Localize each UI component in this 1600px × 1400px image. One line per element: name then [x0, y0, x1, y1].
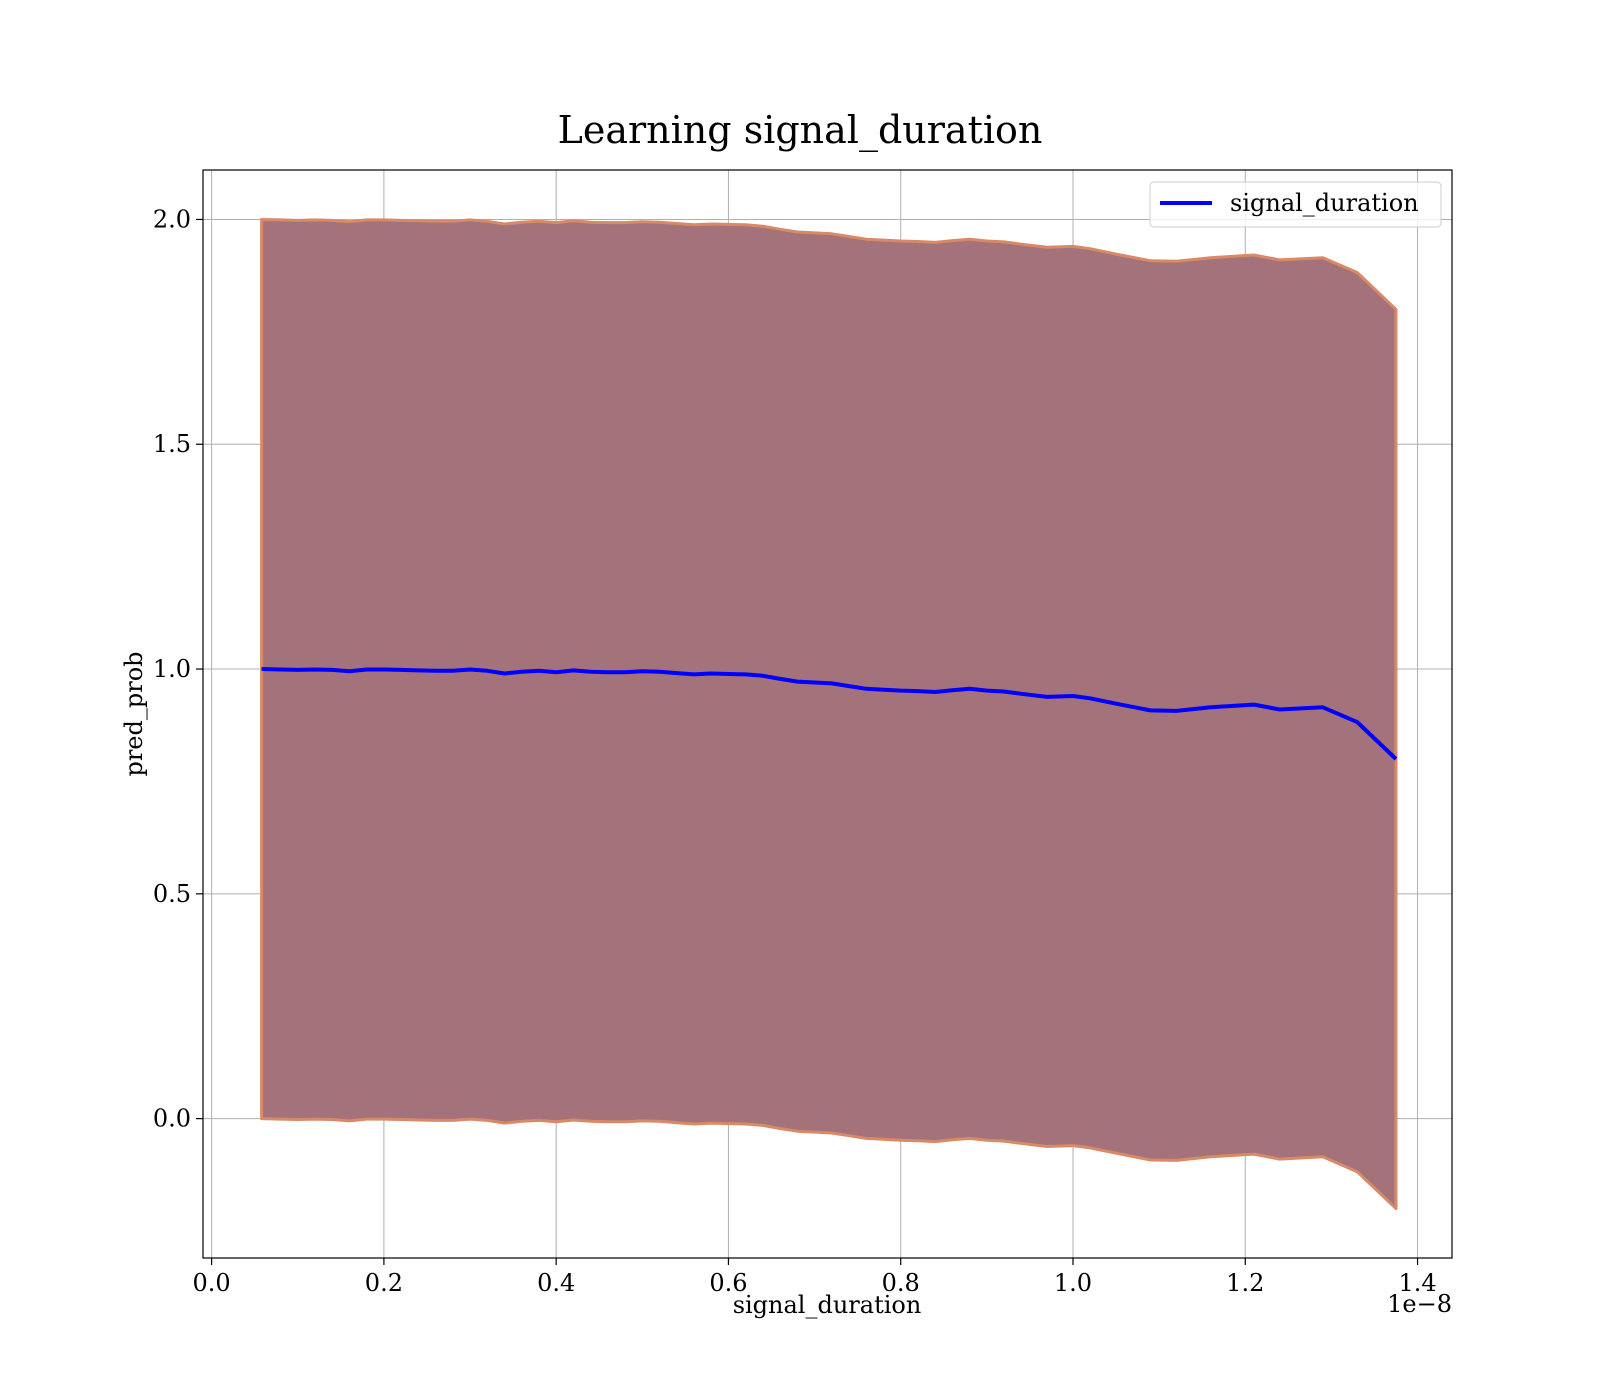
y-tick-label: 0.0: [153, 1105, 191, 1133]
series-line-signal-duration: [261, 667, 1398, 761]
x-tick-label: 0.8: [882, 1269, 920, 1297]
legend-label: signal_duration: [1230, 189, 1419, 217]
x-tick-label: 0.2: [365, 1269, 403, 1297]
y-tick-label: 1.0: [153, 655, 191, 683]
y-axis-label: pred_prob: [120, 651, 148, 776]
x-axis-offset-label: 1e−8: [1387, 1290, 1452, 1318]
legend-box: [1149, 181, 1442, 228]
y-tick-label: 1.5: [153, 430, 191, 458]
y-axis-ticks: 0.0 0.5 1.0 1.5 2.0: [153, 205, 203, 1133]
x-tick-label: 1.4: [1398, 1269, 1436, 1297]
x-axis-label: signal_duration: [733, 1291, 922, 1319]
x-tick-label: 1.0: [1054, 1269, 1092, 1297]
y-tick-label: 2.0: [153, 205, 191, 233]
x-tick-label: 0.6: [709, 1269, 747, 1297]
confidence-band-layer: [260, 218, 1398, 1210]
confidence-band: [260, 218, 1398, 1210]
x-tick-label: 1.2: [1226, 1269, 1264, 1297]
plot-frame: [202, 169, 1453, 1259]
x-axis-ticks: 0.0 0.2 0.4 0.6 0.8 1.0 1.2 1.4: [193, 1258, 1437, 1297]
series-line-layer: [261, 667, 1398, 761]
chart-title: Learning signal_duration: [558, 108, 1043, 153]
legend: signal_duration: [1149, 181, 1442, 228]
x-tick-label: 0.0: [193, 1269, 231, 1297]
y-tick-label: 0.5: [153, 880, 191, 908]
x-tick-label: 0.4: [537, 1269, 575, 1297]
